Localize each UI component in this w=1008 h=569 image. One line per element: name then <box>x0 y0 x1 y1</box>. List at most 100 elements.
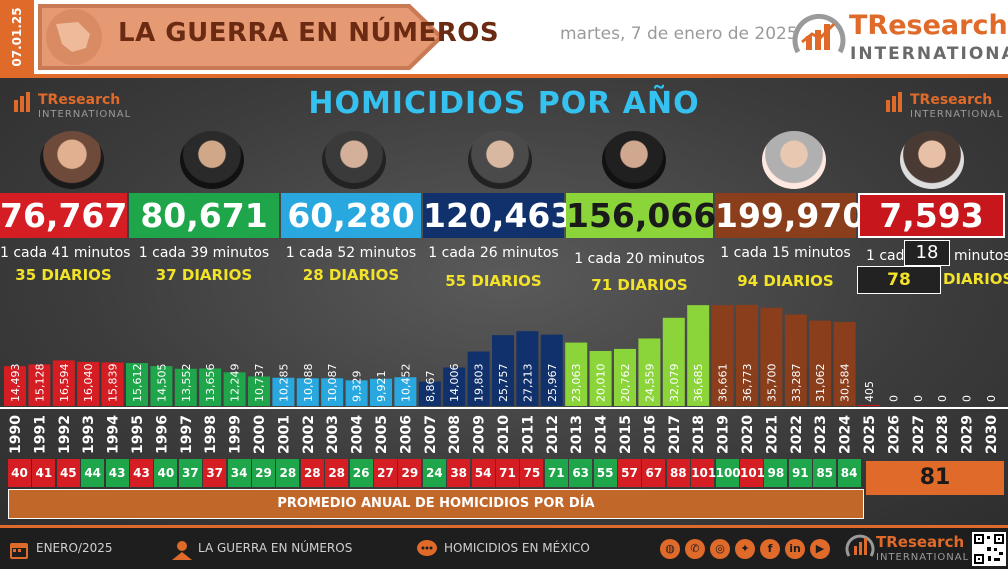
president-photo-2 <box>180 131 244 189</box>
value-label-2018: 36,685 <box>692 364 705 403</box>
bar-1998 <box>199 368 222 406</box>
rate-2: 1 cada 39 minutos <box>138 245 270 261</box>
year-label-2004: 2004 <box>350 415 366 454</box>
rate-6: 1 cada 15 minutos <box>720 245 851 261</box>
year-label-1991: 1991 <box>32 415 48 454</box>
facebook-icon[interactable]: f <box>760 539 780 559</box>
daily-average-cell: 28 <box>300 459 324 487</box>
logo-icon <box>845 534 875 557</box>
daily-average-label: PROMEDIO ANUAL DE HOMICIDIOS POR DÍA <box>8 489 864 519</box>
daily-7-number: 78 <box>857 266 941 294</box>
qr-code-icon[interactable] <box>972 532 1006 566</box>
bar-2014 <box>589 350 612 406</box>
daily-average-cell: 54 <box>471 459 495 487</box>
value-label-1995: 15,612 <box>131 364 144 403</box>
phone-icon[interactable]: ✆ <box>685 539 705 559</box>
daily-4: 55 DIARIOS <box>445 272 542 290</box>
bar-2025 <box>858 404 880 406</box>
daily-average-cell: 55 <box>593 459 617 487</box>
daily-average-cell: 34 <box>227 459 251 487</box>
total-box-7: 7,593 <box>858 193 1005 238</box>
daily-average-cell: 101 <box>691 459 716 487</box>
bar-2008 <box>443 367 466 406</box>
watermark-logo-left: TResearch INTERNATIONAL <box>8 90 130 120</box>
bar-2021 <box>760 307 783 406</box>
value-label-2010: 25,757 <box>497 364 510 403</box>
president-photo-7 <box>900 131 964 189</box>
daily-average-cell: 45 <box>56 459 80 487</box>
daily-average-cell: 24 <box>422 459 446 487</box>
daily-average-cell: 29 <box>252 459 275 487</box>
value-label-2001: 10,285 <box>277 364 290 403</box>
year-label-2000: 2000 <box>252 415 268 454</box>
chat-bubble-icon <box>417 540 437 556</box>
bar-2004 <box>345 380 368 406</box>
logo-icon <box>792 13 846 54</box>
header-divider <box>0 74 1008 78</box>
bar-1991 <box>28 364 51 406</box>
total-box-4: 120,463 <box>423 193 573 238</box>
total-box-5: 156,066 <box>566 193 716 238</box>
watermark-logo-right: TResearch INTERNATIONAL <box>880 90 1002 120</box>
daily-average-cell: 38 <box>447 459 471 487</box>
header: 07.01.25 LA GUERRA EN NÚMEROS martes, 7 … <box>0 0 1008 74</box>
daily-average-cell: 100 <box>715 459 741 487</box>
bar-2002 <box>296 378 319 406</box>
chart-title: HOMICIDIOS POR AÑO <box>308 86 700 121</box>
year-label-2006: 2006 <box>398 415 414 454</box>
year-label-2029: 2029 <box>960 415 976 454</box>
year-label-2020: 2020 <box>740 415 756 454</box>
bar-2006 <box>394 377 417 406</box>
bar-2010 <box>492 335 514 406</box>
value-label-2003: 10,087 <box>326 364 339 403</box>
rate-7-number: 18 <box>904 240 950 266</box>
daily-average-cell: 101 <box>740 459 765 487</box>
bar-2000 <box>248 376 270 406</box>
bar-2018 <box>687 305 710 406</box>
daily-average-cell: 37 <box>178 459 202 487</box>
daily-average-current: 81 <box>866 461 1004 495</box>
daily-average-cell: 71 <box>496 459 519 487</box>
value-label-1998: 13,656 <box>204 364 217 403</box>
year-label-2023: 2023 <box>813 415 829 454</box>
bar-1995 <box>126 363 148 406</box>
twitter-icon[interactable]: ✦ <box>735 539 755 559</box>
value-label-2024: 30,584 <box>839 364 852 403</box>
year-label-2025: 2025 <box>862 415 878 454</box>
total-box-6: 199,970 <box>715 193 865 238</box>
rate-7-prefix: 1 cada <box>866 248 914 264</box>
rate-1: 1 cada 41 minutos <box>0 245 131 261</box>
bar-2016 <box>638 338 661 406</box>
publication-date: martes, 7 de enero de 2025 <box>560 24 798 44</box>
value-label-2000: 10,737 <box>253 364 266 403</box>
year-label-2026: 2026 <box>886 415 902 454</box>
globe-icon[interactable]: ◍ <box>660 539 680 559</box>
bar-1992 <box>52 360 75 406</box>
year-label-2027: 2027 <box>911 415 927 454</box>
value-label-2016: 24,559 <box>643 364 656 403</box>
year-label-2010: 2010 <box>496 415 512 454</box>
rate-7-suffix: minutos <box>954 248 1008 264</box>
value-label-2022: 33,287 <box>790 364 803 403</box>
daily-average-cell: 43 <box>105 459 129 487</box>
year-label-1996: 1996 <box>154 415 170 454</box>
linkedin-icon[interactable]: in <box>785 539 805 559</box>
year-label-2015: 2015 <box>618 415 634 454</box>
daily-average-cell: 28 <box>325 459 349 487</box>
bar-2019 <box>711 305 734 406</box>
year-label-2016: 2016 <box>642 415 658 454</box>
banner <box>38 4 444 70</box>
daily-average-cell: 63 <box>569 459 593 487</box>
footer-topic: HOMICIDIOS EN MÉXICO <box>444 541 590 555</box>
president-photo-6 <box>762 131 826 189</box>
logo-subtitle: INTERNATIONAL <box>850 44 1008 64</box>
youtube-icon[interactable]: ▶ <box>810 539 830 559</box>
daily-6: 94 DIARIOS <box>737 272 834 290</box>
year-label-2022: 2022 <box>789 415 805 454</box>
value-label-1997: 13,552 <box>180 364 193 403</box>
value-label-2006: 10,452 <box>399 364 412 403</box>
instagram-icon[interactable]: ◎ <box>710 539 730 559</box>
value-label-1990: 14,493 <box>9 364 22 403</box>
year-label-1992: 1992 <box>57 415 73 454</box>
map-pin-icon <box>172 541 192 560</box>
